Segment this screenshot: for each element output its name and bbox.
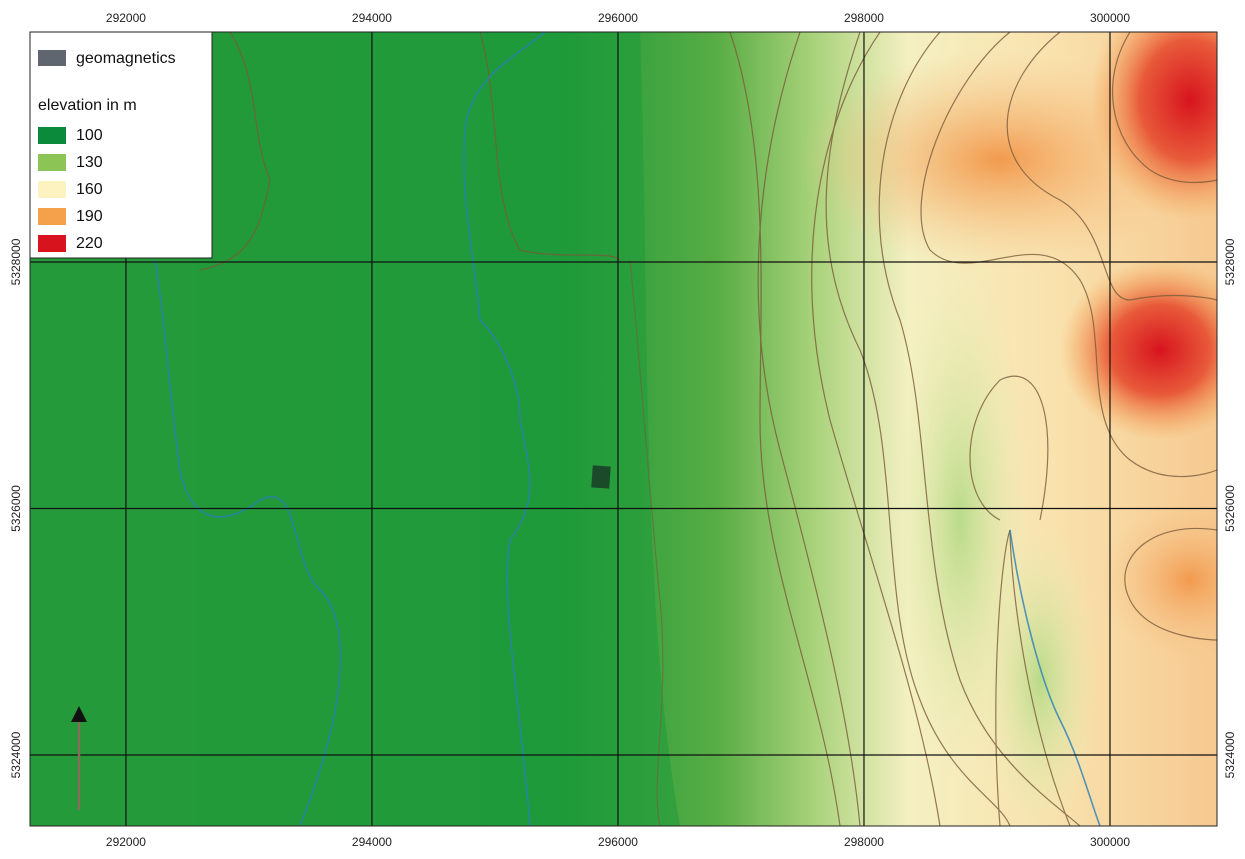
y-tick-label: 5324000 (9, 731, 23, 778)
x-tick-label: 296000 (598, 835, 638, 849)
legend-label: 130 (76, 154, 103, 171)
legend-swatch (38, 235, 66, 252)
x-tick-label: 294000 (352, 835, 392, 849)
legend-label: 100 (76, 127, 103, 144)
y-tick-label: 5324000 (1223, 731, 1237, 778)
x-tick-label: 294000 (352, 11, 392, 25)
legend-swatch (38, 181, 66, 198)
x-tick-label: 292000 (106, 835, 146, 849)
y-tick-label: 5328000 (9, 238, 23, 285)
legend-swatch (38, 50, 66, 66)
y-tick-label: 5326000 (1223, 485, 1237, 532)
legend: geomagnetics elevation in m 100 130 160 190 22… (30, 32, 212, 258)
legend-swatch (38, 208, 66, 225)
legend-swatch (38, 127, 66, 144)
x-tick-label: 300000 (1090, 835, 1130, 849)
x-tick-label: 292000 (106, 11, 146, 25)
x-tick-label: 300000 (1090, 11, 1130, 25)
x-tick-label: 298000 (844, 11, 884, 25)
legend-label: geomagnetics (76, 50, 176, 67)
x-tick-label: 298000 (844, 835, 884, 849)
legend-swatch (38, 154, 66, 171)
legend-label: 160 (76, 181, 103, 198)
legend-title: elevation in m (38, 97, 137, 114)
map: geomagnetics elevation in m 100 130 160 190 22… (0, 0, 1245, 854)
y-tick-label: 5326000 (9, 485, 23, 532)
x-tick-label: 296000 (598, 11, 638, 25)
legend-label: 190 (76, 208, 103, 225)
y-tick-label: 5328000 (1223, 238, 1237, 285)
legend-label: 220 (76, 235, 103, 252)
